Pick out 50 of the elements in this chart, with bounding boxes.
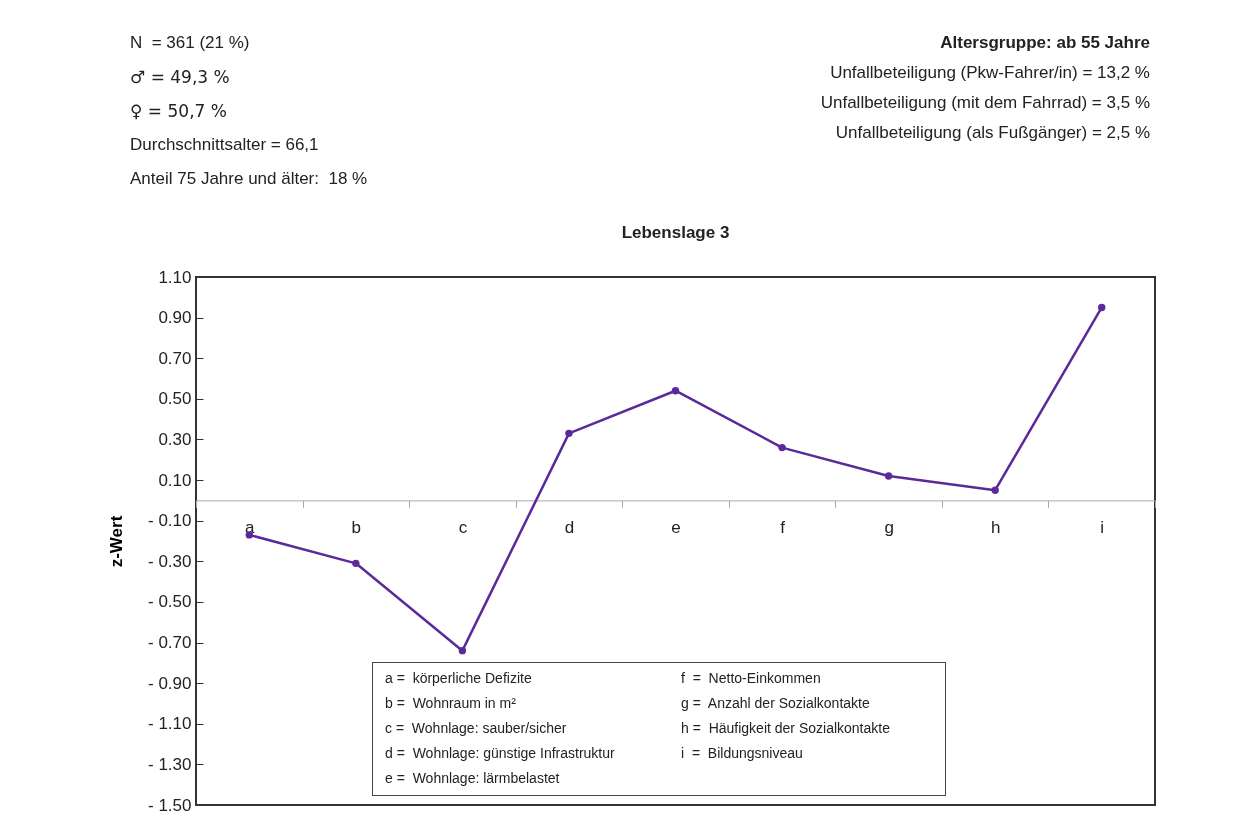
text: Unfallbeteiligung (Pkw-Fahrer/in) = 13,2 % xyxy=(830,63,1150,83)
y-tick-label: 0.70 xyxy=(158,348,192,368)
text: Unfallbeteiligung (mit dem Fahrrad) = 3,5 % xyxy=(820,93,1150,113)
point xyxy=(671,387,680,395)
y-tick-label: - 0.50 xyxy=(148,592,192,612)
annotation: a = körperliche Defizite xyxy=(385,670,532,686)
annotation: b = Wohnraum in m² xyxy=(385,695,516,711)
y-tick-label: - 0.10 xyxy=(148,511,192,531)
text: Unfallbeteiligung (als Fußgänger) = 2,5 % xyxy=(835,123,1150,143)
annotation: h = Häufigkeit der Sozialkontakte xyxy=(681,720,890,736)
y-tick-label: 0.50 xyxy=(158,389,192,409)
annotation: f = Netto-Einkommen xyxy=(681,670,821,686)
y-tick-label: - 1.10 xyxy=(148,714,192,734)
annotation: g = Anzahl der Sozialkontakte xyxy=(681,695,870,711)
y-tick-label: - 0.70 xyxy=(148,633,192,653)
point xyxy=(884,472,893,480)
y-tick-label: - 1.50 xyxy=(148,795,192,815)
y-tick-label: 0.90 xyxy=(158,308,192,328)
point xyxy=(778,443,786,452)
point xyxy=(458,646,467,655)
y-tick-label: 1.10 xyxy=(158,267,192,287)
text: Durchschnittsalter = 66,1 xyxy=(130,135,319,155)
point xyxy=(991,486,999,494)
y-tick-label: 0.30 xyxy=(158,429,192,449)
y-tick-label: - 0.90 xyxy=(148,673,192,693)
y-axis-title: z-Wert xyxy=(107,515,127,568)
x-tick-label: e xyxy=(671,517,681,537)
x-tick-label: c xyxy=(458,517,468,537)
point xyxy=(1098,303,1106,312)
x-tick-label: h xyxy=(990,517,1001,537)
y-tick-label: - 0.30 xyxy=(148,551,192,571)
annotation: i = Bildungsniveau xyxy=(681,745,803,761)
text: ♂ = 49,3 % xyxy=(130,67,230,87)
y-tick-label: 0.10 xyxy=(158,470,192,490)
text: Anteil 75 Jahre und älter: 18 % xyxy=(130,169,368,189)
annotation: d = Wohnlage: günstige Infrastruktur xyxy=(385,745,615,761)
x-tick-label: f xyxy=(780,517,786,537)
x-tick-label: b xyxy=(351,517,362,537)
annotation: e = Wohnlage: lärmbelastet xyxy=(385,770,560,786)
point xyxy=(565,429,573,438)
x-tick-label: g xyxy=(884,517,894,537)
chart-title: Lebenslage 3 xyxy=(621,223,730,242)
text: Altersgruppe: ab 55 Jahre xyxy=(940,33,1150,53)
x-tick-label: i xyxy=(1100,517,1105,537)
text: ♀ = 50,7 % xyxy=(130,101,227,121)
text: N = 361 (21 %) xyxy=(130,33,250,53)
x-tick-label: d xyxy=(564,517,575,537)
point xyxy=(352,559,360,568)
annotation: c = Wohnlage: sauber/sicher xyxy=(385,720,567,736)
y-tick-label: - 1.30 xyxy=(148,754,192,774)
